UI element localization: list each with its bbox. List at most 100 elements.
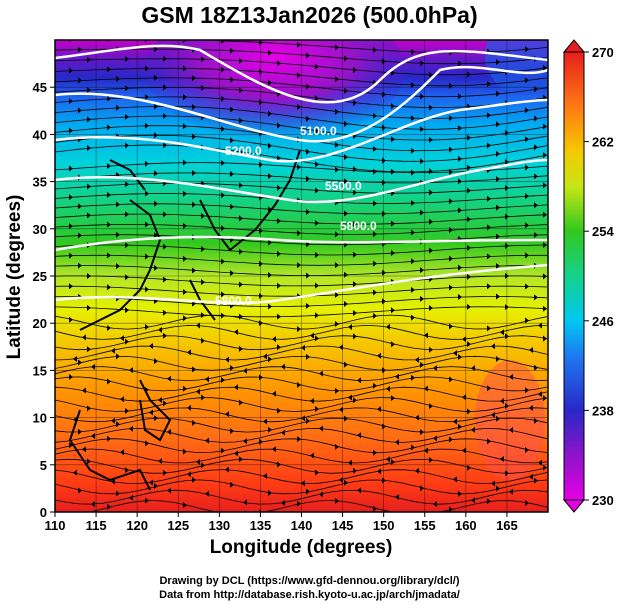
streamline-arrow [239, 87, 243, 94]
streamline-arrow [183, 385, 187, 392]
streamline-arrow [487, 325, 491, 332]
streamline-arrow [145, 122, 149, 129]
streamline-arrow [125, 113, 129, 120]
streamline-arrow [377, 468, 381, 475]
streamline-arrow [496, 121, 500, 128]
streamline-arrow [145, 65, 149, 72]
streamline-arrow [315, 251, 319, 258]
streamline-arrow [411, 169, 415, 176]
indochina-borneo [68, 409, 151, 491]
streamline-arrow [111, 417, 115, 424]
streamline-arrow [73, 355, 77, 362]
streamline-arrow [116, 104, 120, 111]
streamline-arrow [534, 417, 538, 424]
streamline-arrow [534, 86, 538, 93]
streamline-arrow [529, 404, 533, 411]
y-tick-label: 35 [33, 175, 47, 190]
streamline-arrow [429, 136, 433, 143]
streamline-arrow [462, 447, 466, 454]
streamline-arrow [297, 382, 301, 389]
contour-line [55, 263, 548, 305]
streamline-arrow [192, 267, 196, 274]
streamline-arrow [315, 335, 319, 342]
streamline-arrow [467, 408, 471, 415]
streamline-arrow [449, 198, 453, 205]
x-tick-label: 125 [167, 518, 189, 533]
streamline-arrow [196, 322, 200, 329]
streamline-arrow [543, 464, 547, 471]
streamline-arrow [196, 388, 200, 395]
streamline-arrow [538, 391, 542, 398]
streamline-arrow [453, 350, 457, 357]
streamline-arrow [543, 123, 547, 130]
streamline-arrow [429, 456, 433, 463]
streamline-arrow [78, 359, 82, 366]
streamline-arrow [196, 458, 200, 465]
streamline-arrow [187, 349, 191, 356]
colorbar-tick-label: 238 [592, 403, 614, 418]
streamline-arrow [487, 142, 491, 149]
x-tick-label: 110 [45, 518, 66, 533]
y-axis-label: Latitude (degrees) [4, 195, 25, 360]
streamline-arrow [382, 179, 386, 186]
streamline-arrow [125, 211, 129, 218]
streamline-arrow [391, 395, 395, 402]
streamline-arrow [125, 85, 129, 92]
streamline-arrow [534, 294, 538, 301]
streamline-arrow [163, 469, 167, 476]
streamline-arrow [315, 95, 319, 102]
streamline-arrow [391, 307, 395, 314]
streamline-arrow [534, 115, 538, 122]
streamline-arrow [315, 161, 319, 168]
streamline-arrow [471, 497, 475, 504]
colorbar-bottom-arrow [562, 499, 586, 513]
streamline-arrow [221, 192, 225, 199]
streamline-arrow [344, 120, 348, 127]
streamline-arrow [373, 505, 377, 512]
streamline-arrow [268, 110, 272, 117]
streamline-arrow [315, 312, 319, 319]
streamline-arrow [221, 40, 225, 44]
streamline-arrow [277, 344, 281, 351]
streamline-arrow [154, 415, 158, 422]
streamline-arrow [525, 46, 529, 53]
streamline-arrow [225, 466, 229, 473]
streamline-arrow [201, 56, 205, 63]
streamline-arrow [277, 184, 281, 191]
streamline-arrow [107, 325, 111, 332]
streamline-arrow [268, 356, 272, 363]
streamline-arrow [382, 423, 386, 430]
streamline-arrow [353, 281, 357, 288]
streamline-arrow [69, 165, 73, 172]
streamline-arrow [391, 458, 395, 465]
streamline-arrow [462, 394, 466, 401]
streamline-arrow [225, 356, 229, 363]
streamline-arrow [87, 346, 91, 353]
y-tick-label: 10 [33, 411, 47, 426]
colorbar-tick-label: 230 [592, 493, 614, 508]
streamline-arrow [107, 378, 111, 385]
streamline-arrow [543, 273, 547, 280]
streamline-arrow [382, 91, 386, 98]
streamline-arrow [163, 55, 167, 62]
streamline-arrow [69, 316, 73, 323]
streamline-arrow [538, 459, 542, 466]
streamline-arrow [310, 452, 314, 459]
streamline-arrow [491, 343, 495, 350]
x-tick-label: 155 [414, 518, 436, 533]
streamline-arrow [433, 501, 437, 508]
streamline-arrow [458, 294, 462, 301]
streamline-arrow [373, 289, 377, 296]
streamline-arrow [116, 421, 120, 428]
streamline-arrow [277, 313, 281, 320]
streamline-arrow [301, 480, 305, 487]
streamline-arrow [154, 232, 158, 239]
streamline-arrow [353, 333, 357, 340]
streamline-arrow [87, 116, 91, 123]
streamline-arrow [259, 40, 263, 46]
streamline-arrow [259, 227, 263, 234]
streamline-arrow [534, 231, 538, 238]
streamline-arrow [239, 117, 243, 124]
streamline-arrow [154, 74, 158, 81]
